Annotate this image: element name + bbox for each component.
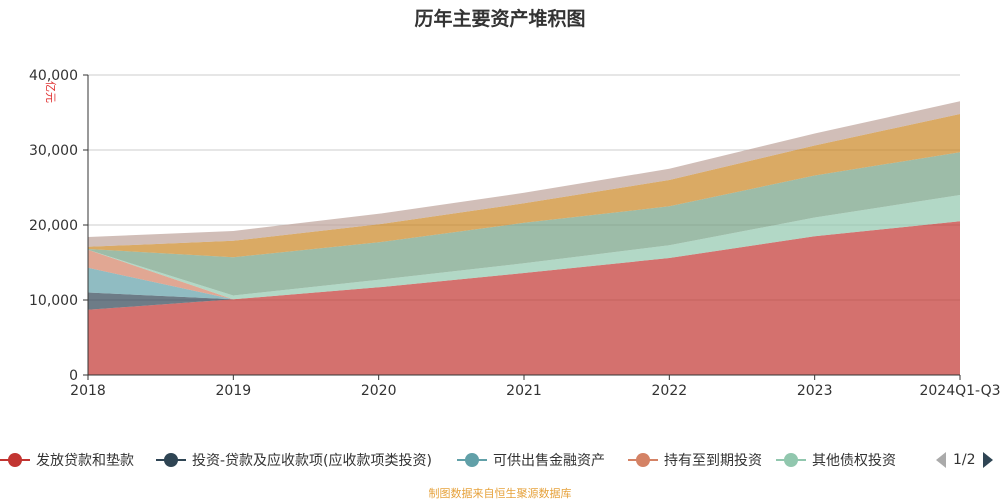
y-axis-unit-label: 亿元 [44,81,57,103]
y-tick-label: 20,000 [29,218,78,234]
y-tick-label: 10,000 [29,293,78,309]
x-tick-label: 2024Q1-Q3 [919,383,1000,399]
area-series-1[interactable] [88,221,960,310]
x-axis-tick-labels: 2018 2019 2020 2021 2022 2023 2024Q1-Q3 [70,383,1000,399]
legend-item[interactable]: 持有至到期投资 [628,447,762,473]
x-tick-label: 2022 [652,383,688,399]
legend-item[interactable]: 投资-贷款及应收款项(应收款项类投资) [156,447,432,473]
legend-marker-icon [628,453,658,467]
legend-item[interactable]: 可供出售金融资产 [457,447,605,473]
chart-title: 历年主要资产堆积图 [414,8,586,30]
legend-label: 可供出售金融资产 [493,453,605,469]
data-source-note: 制图数据来自恒生聚源数据库 [428,487,572,500]
area-series-2[interactable] [88,221,960,300]
x-tick-label: 2021 [506,383,542,399]
x-tick-label: 2019 [216,383,252,399]
legend-marker-icon [156,453,186,467]
legend-label: 其他债权投资 [812,453,896,469]
legend-marker-icon [457,453,487,467]
x-tick-label: 2023 [797,383,833,399]
x-tick-label: 2018 [70,383,106,399]
legend-label: 投资-贷款及应收款项(应收款项类投资) [192,453,432,469]
area-layer [88,101,960,375]
area-series-5[interactable] [88,152,960,296]
legend-marker-icon [0,453,30,467]
y-tick-label: 0 [69,368,78,384]
legend-prev-page-icon[interactable] [936,452,946,468]
legend-next-page-icon[interactable] [982,452,993,468]
y-tick-label: 30,000 [29,143,78,159]
x-tick-label: 2020 [361,383,397,399]
y-tick-label: 40,000 [29,68,78,84]
legend-page-indicator: 1/2 [953,452,976,468]
legend-marker-icon [776,453,806,467]
area-series-0[interactable] [88,221,960,375]
legend-item[interactable]: 其他债权投资 [776,447,896,473]
legend-pager: 1/2 [936,447,993,473]
legend-label: 发放贷款和垫款 [36,453,134,469]
axes [83,74,961,380]
legend-item[interactable]: 发放贷款和垫款 [0,447,134,473]
y-axis-tick-labels: 0 10,000 20,000 30,000 40,000 [29,68,78,384]
chart-legend: 发放贷款和垫款 投资-贷款及应收款项(应收款项类投资) 可供出售金融资产 持有至到期投… [0,447,1000,473]
legend-label: 持有至到期投资 [664,453,762,469]
